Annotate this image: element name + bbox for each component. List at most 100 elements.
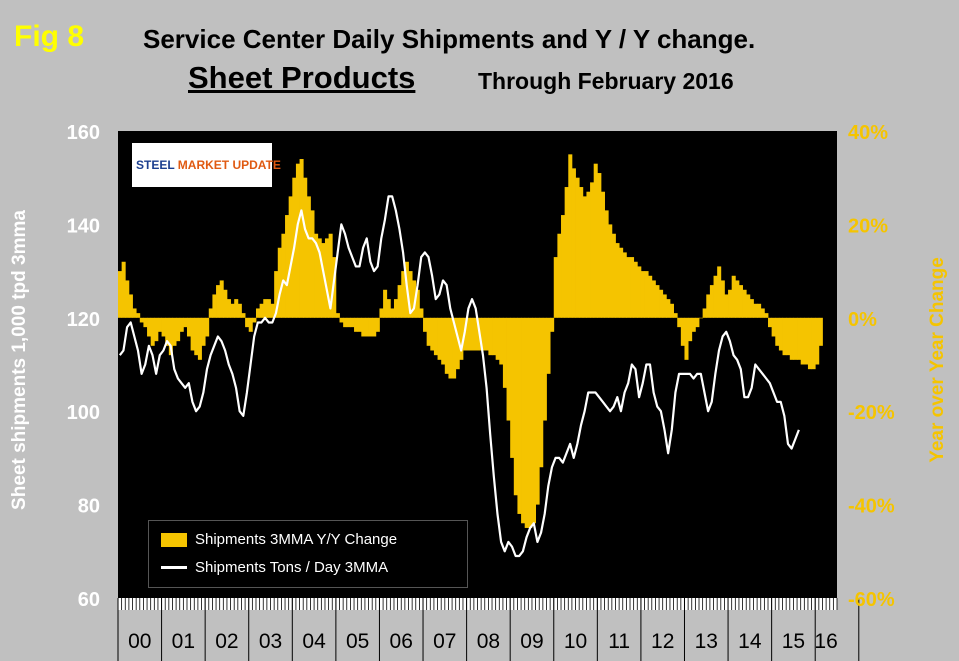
yoy-bar <box>648 275 653 318</box>
logo-word-market-update: MARKET UPDATE <box>174 158 281 172</box>
yoy-bar <box>510 317 515 458</box>
yoy-bar <box>361 317 366 337</box>
yoy-bar <box>735 280 740 318</box>
yoy-bar <box>259 303 264 318</box>
yoy-bar <box>154 317 159 342</box>
yoy-bar <box>248 317 253 332</box>
yoy-bar <box>383 289 388 318</box>
yoy-bar <box>350 317 355 328</box>
yoy-bar <box>444 317 449 374</box>
yoy-bar <box>379 308 384 318</box>
yoy-bar <box>255 308 261 318</box>
yoy-bar <box>143 317 148 328</box>
yoy-bar <box>281 233 286 318</box>
yoy-bar <box>132 308 137 318</box>
yoy-bar <box>128 294 133 318</box>
yoy-bar <box>669 303 674 318</box>
yoy-bar <box>630 257 635 318</box>
yoy-bar <box>633 261 638 318</box>
yoy-bar <box>742 289 747 318</box>
yoy-bar <box>659 289 664 318</box>
yoy-bar <box>397 285 402 318</box>
yoy-bar <box>492 317 497 356</box>
yoy-bar <box>691 317 696 332</box>
yoy-bar <box>699 317 704 319</box>
yoy-bar <box>521 317 526 524</box>
yoy-bar <box>179 317 184 332</box>
yoy-bar <box>611 233 616 318</box>
yoy-bar <box>481 317 486 351</box>
yoy-bar <box>815 317 820 365</box>
x-axis-tick-label: 11 <box>608 630 630 653</box>
yoy-bar <box>531 317 536 524</box>
yoy-bar <box>150 317 155 346</box>
yoy-bar <box>216 285 221 318</box>
yoy-bar <box>183 317 188 328</box>
yoy-bar <box>713 275 718 318</box>
x-axis-tick-label: 03 <box>259 630 282 653</box>
yoy-bar <box>346 317 351 328</box>
yoy-bar <box>728 289 733 318</box>
y-axis-tick-label: 100 <box>67 402 100 424</box>
yoy-bar <box>513 317 518 496</box>
yoy-bar <box>717 266 722 318</box>
yoy-bar <box>321 243 326 318</box>
yoy-bar <box>139 317 144 323</box>
yoy-bar <box>423 317 428 332</box>
yoy-bar <box>375 317 380 332</box>
x-axis-tick-label: 09 <box>520 630 543 653</box>
shipments-line <box>118 195 800 558</box>
yoy-bar <box>157 317 162 332</box>
yoy-bar <box>459 317 464 360</box>
yoy-bar <box>364 317 369 337</box>
yoy-bar <box>368 317 373 337</box>
yoy-bar <box>768 317 773 328</box>
yoy-bar <box>136 313 141 318</box>
yoy-bar <box>328 233 333 318</box>
yoy-bar <box>579 187 584 318</box>
yoy-bar <box>786 317 791 356</box>
x-axis-tick-label: 08 <box>477 630 500 653</box>
yoy-bar <box>753 303 758 318</box>
y-axis-tick-label: 160 <box>67 122 100 144</box>
yoy-bar <box>571 168 576 318</box>
yoy-bar <box>393 299 399 318</box>
yoy-bar <box>640 271 645 318</box>
yoy-bar <box>484 317 489 351</box>
y-axis-tick-label: 80 <box>78 496 100 518</box>
x-axis-tick-label: 02 <box>215 630 238 653</box>
y-axis-tick-label: 120 <box>67 309 100 331</box>
x-axis-tick-label: 04 <box>302 630 326 653</box>
yoy-bar <box>161 317 166 337</box>
x-axis-tick-label: 07 <box>433 630 456 653</box>
steel-market-update-logo: STEEL MARKET UPDATE <box>132 143 281 187</box>
yoy-bar <box>706 294 711 318</box>
yoy-bar <box>499 317 504 365</box>
yoy-bar <box>561 215 566 318</box>
yoy-bar <box>626 257 631 318</box>
yoy-bar <box>230 303 235 318</box>
legend-line-swatch <box>161 566 187 569</box>
yoy-bar <box>720 280 725 318</box>
yoy-bar <box>590 182 595 318</box>
yoy-bar <box>437 317 442 360</box>
yoy-bar <box>118 271 123 318</box>
yoy-bar <box>539 317 544 468</box>
yoy-bar <box>749 299 754 318</box>
yoy-bar <box>121 261 126 318</box>
yoy-bar <box>270 303 275 318</box>
yoy-bar <box>597 173 602 318</box>
yoy-bar <box>818 317 823 346</box>
yoy-bar <box>535 317 540 505</box>
y2-axis-label: Year over Year Change <box>927 257 948 463</box>
yoy-bar <box>553 257 558 318</box>
yoy-bar <box>793 317 798 360</box>
yoy-bar <box>172 317 177 346</box>
yoy-bar <box>546 317 551 374</box>
x-axis-tick-label: 10 <box>564 630 587 653</box>
yoy-bar <box>615 243 620 318</box>
yoy-bar <box>335 313 340 318</box>
y2-axis-tick-label: -40% <box>848 496 895 518</box>
yoy-bar <box>266 299 271 318</box>
axis-ticks <box>117 598 860 661</box>
